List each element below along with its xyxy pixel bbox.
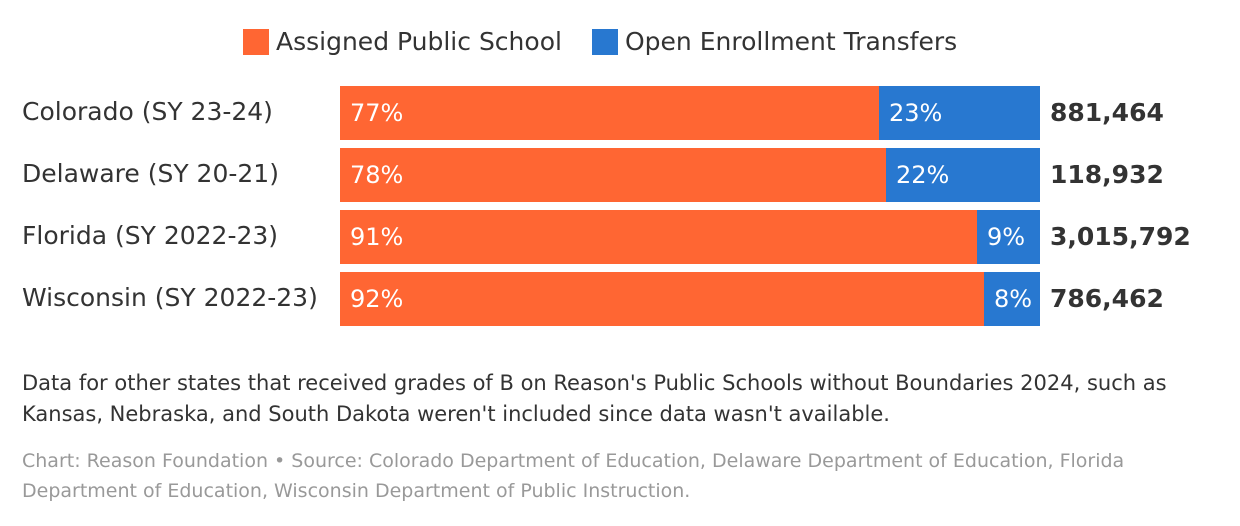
bar-segment bbox=[340, 148, 886, 202]
total-label: 118,932 bbox=[1050, 160, 1164, 189]
total-label: 881,464 bbox=[1050, 98, 1164, 127]
data-label: 78% bbox=[350, 161, 403, 189]
source: Chart: Reason Foundation • Source: Color… bbox=[22, 450, 1125, 502]
category-label: Wisconsin (SY 2022-23) bbox=[22, 283, 318, 312]
legend-swatch bbox=[592, 29, 618, 55]
note: Data for other states that received grad… bbox=[22, 371, 1167, 426]
category-label: Florida (SY 2022-23) bbox=[22, 221, 278, 250]
data-label: 92% bbox=[350, 285, 403, 313]
category-label: Delaware (SY 20-21) bbox=[22, 159, 279, 188]
data-label: 22% bbox=[896, 161, 949, 189]
chart: Assigned Public School Open Enrollment Tr… bbox=[22, 27, 1191, 326]
legend-label: Assigned Public School bbox=[276, 27, 562, 56]
bar-segment bbox=[340, 86, 879, 140]
category-label: Colorado (SY 23-24) bbox=[22, 97, 273, 126]
total-label: 786,462 bbox=[1050, 284, 1164, 313]
data-label: 23% bbox=[889, 99, 942, 127]
bar-segment bbox=[886, 148, 1040, 202]
bar-segment bbox=[340, 272, 984, 326]
bar-segment bbox=[984, 272, 1040, 326]
data-label: 77% bbox=[350, 99, 403, 127]
bar-segment bbox=[340, 210, 977, 264]
bar-segment bbox=[977, 210, 1040, 264]
total-label: 3,015,792 bbox=[1050, 222, 1191, 251]
data-label: 8% bbox=[994, 285, 1032, 313]
data-label: 9% bbox=[987, 223, 1025, 251]
legend-swatch bbox=[243, 29, 269, 55]
bar-segment bbox=[879, 86, 1040, 140]
data-label: 91% bbox=[350, 223, 403, 251]
legend-label: Open Enrollment Transfers bbox=[625, 27, 957, 56]
